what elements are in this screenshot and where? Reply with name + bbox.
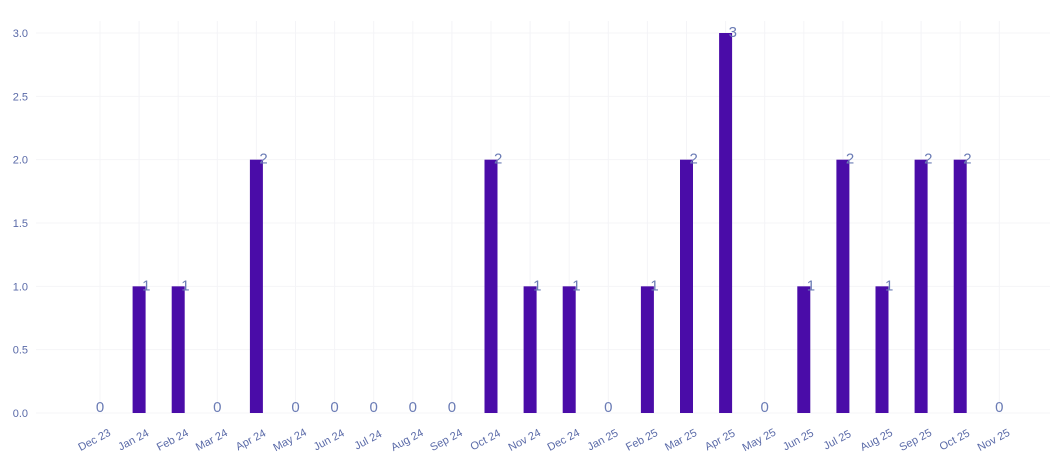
x-tick-label: Apr 24 xyxy=(234,427,268,453)
bar-data-label: 2 xyxy=(846,151,854,168)
bar-data-label: 2 xyxy=(259,151,267,168)
y-axis-ticks: 0.0 0.5 1.0 1.5 2.0 2.5 3.0 xyxy=(13,28,28,420)
bar-data-label: 0 xyxy=(330,399,338,416)
bar-data-label: 0 xyxy=(409,399,417,416)
bar-data-label: 2 xyxy=(963,151,971,168)
bar[interactable] xyxy=(132,286,146,413)
x-tick-label: Oct 25 xyxy=(938,427,972,453)
x-tick-label: Feb 24 xyxy=(155,427,191,454)
x-tick-label: Mar 24 xyxy=(194,427,230,454)
x-tick-label: Jun 24 xyxy=(312,427,347,453)
bar[interactable] xyxy=(484,159,498,413)
x-tick-label: Dec 23 xyxy=(76,427,112,454)
bar-data-label: 0 xyxy=(604,399,612,416)
bar[interactable] xyxy=(914,159,928,413)
bar-data-label: 2 xyxy=(924,151,932,168)
x-tick-label: Nov 25 xyxy=(976,427,1012,454)
bar-data-label: 0 xyxy=(370,399,378,416)
gridlines xyxy=(36,21,1050,414)
bar[interactable] xyxy=(680,159,693,413)
bar-data-label: 2 xyxy=(494,151,502,168)
x-tick-label: Jul 24 xyxy=(353,428,385,452)
bar-data-label: 1 xyxy=(572,277,580,294)
x-tick-label: Jan 24 xyxy=(116,427,151,453)
bar-data-label: 3 xyxy=(729,24,737,41)
y-tick-label: 0.5 xyxy=(13,345,28,357)
y-tick-label: 3.0 xyxy=(13,28,28,40)
bar[interactable] xyxy=(562,286,576,413)
x-tick-label: Dec 24 xyxy=(546,427,582,454)
x-tick-label: Jul 25 xyxy=(822,428,854,452)
x-tick-label: Mar 25 xyxy=(663,427,699,454)
bar-data-label: 1 xyxy=(181,277,189,294)
bar[interactable] xyxy=(719,33,733,413)
x-tick-label: May 25 xyxy=(741,427,778,455)
bar[interactable] xyxy=(171,286,185,413)
bar[interactable] xyxy=(249,159,263,413)
bar-data-label: 0 xyxy=(213,399,221,416)
bars xyxy=(132,33,967,413)
x-tick-label: Aug 24 xyxy=(389,427,425,454)
bar-data-label: 0 xyxy=(448,399,456,416)
bar[interactable] xyxy=(836,159,850,413)
bar-data-label: 1 xyxy=(650,277,658,294)
bar[interactable] xyxy=(875,286,889,413)
bar-data-label: 0 xyxy=(96,399,104,416)
x-tick-label: Feb 25 xyxy=(624,427,660,454)
bar-data-label: 1 xyxy=(807,277,815,294)
y-tick-label: 0.0 xyxy=(13,408,28,420)
y-tick-label: 2.0 xyxy=(13,155,28,167)
x-tick-label: Jun 25 xyxy=(781,427,816,453)
x-tick-label: May 24 xyxy=(271,427,308,455)
bar-data-label: 1 xyxy=(533,277,541,294)
bar-data-label: 1 xyxy=(142,277,150,294)
x-tick-label: Apr 25 xyxy=(703,427,737,453)
y-tick-label: 1.0 xyxy=(13,281,28,293)
x-tick-label: Aug 25 xyxy=(858,427,894,454)
data-labels: 0 1 1 0 2 0 0 0 0 0 2 1 1 0 1 2 3 0 1 2 1 2 2 0 xyxy=(96,24,1004,416)
y-tick-label: 1.5 xyxy=(13,218,28,230)
x-tick-label: Nov 24 xyxy=(506,427,542,454)
x-axis-ticks: Dec 23 Jan 24 Feb 24 Mar 24 Apr 24 May 24 Jun … xyxy=(76,427,1012,455)
bar[interactable] xyxy=(797,286,811,413)
bar-data-label: 0 xyxy=(291,399,299,416)
bar-data-label: 2 xyxy=(690,151,698,168)
x-tick-label: Jan 25 xyxy=(585,427,620,453)
y-tick-label: 2.5 xyxy=(13,91,28,103)
x-tick-label: Sep 24 xyxy=(428,427,464,454)
bar[interactable] xyxy=(640,286,654,413)
x-tick-label: Oct 24 xyxy=(468,427,502,453)
bar-data-label: 0 xyxy=(761,399,769,416)
x-tick-label: Sep 25 xyxy=(897,427,933,454)
bar-data-label: 1 xyxy=(885,277,893,294)
bar-data-label: 0 xyxy=(995,399,1003,416)
bar[interactable] xyxy=(953,159,967,413)
bar[interactable] xyxy=(523,286,537,413)
